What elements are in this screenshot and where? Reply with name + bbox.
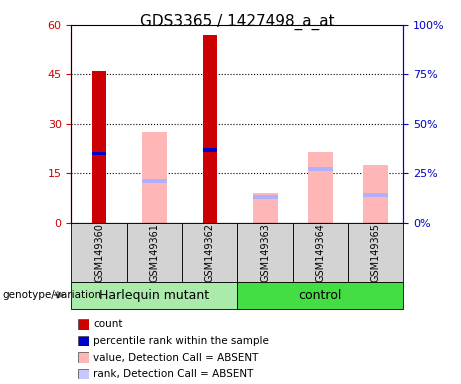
Text: GDS3365 / 1427498_a_at: GDS3365 / 1427498_a_at — [140, 13, 335, 30]
Text: control: control — [299, 289, 342, 302]
Text: count: count — [93, 319, 123, 329]
Bar — [142, 179, 167, 183]
Text: GSM149363: GSM149363 — [260, 223, 270, 282]
Bar — [308, 167, 333, 171]
Text: GSM149360: GSM149360 — [94, 223, 104, 282]
Text: value, Detection Call = ABSENT: value, Detection Call = ABSENT — [93, 353, 259, 362]
Bar — [237, 282, 403, 309]
Text: rank, Detection Call = ABSENT: rank, Detection Call = ABSENT — [93, 369, 254, 379]
Bar — [253, 193, 278, 223]
Bar — [182, 223, 237, 282]
Text: GSM149361: GSM149361 — [149, 223, 160, 282]
Bar — [253, 195, 278, 199]
Text: Harlequin mutant: Harlequin mutant — [100, 289, 209, 302]
Text: GSM149362: GSM149362 — [205, 223, 215, 282]
Bar — [71, 282, 237, 309]
Bar — [142, 132, 167, 223]
Bar — [203, 35, 217, 223]
Bar — [308, 152, 333, 223]
Bar — [92, 71, 106, 223]
Bar — [293, 223, 348, 282]
Bar — [363, 166, 388, 223]
Bar — [348, 223, 403, 282]
Text: GSM149365: GSM149365 — [371, 223, 381, 282]
Bar — [92, 152, 106, 156]
Bar — [203, 148, 217, 152]
Text: genotype/variation: genotype/variation — [2, 290, 101, 300]
Text: percentile rank within the sample: percentile rank within the sample — [93, 336, 269, 346]
Bar — [363, 193, 388, 197]
Text: GSM149364: GSM149364 — [315, 223, 325, 282]
Bar — [127, 223, 182, 282]
Bar — [71, 223, 127, 282]
Bar — [237, 223, 293, 282]
